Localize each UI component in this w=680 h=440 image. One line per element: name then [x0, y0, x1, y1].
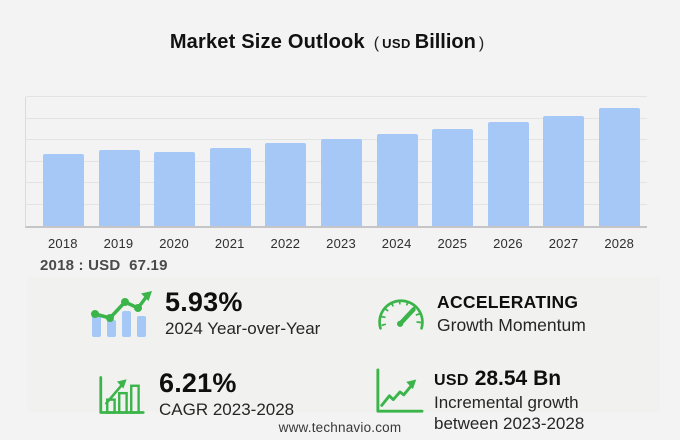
bar-column-2020	[147, 97, 203, 226]
bar-column-2027	[536, 97, 592, 226]
stat-cagr: 6.21% CAGR 2023-2028	[98, 369, 294, 421]
bar-2019	[98, 150, 140, 226]
x-label-2026: 2026	[493, 236, 523, 251]
momentum-value: ACCELERATING	[437, 292, 579, 312]
bar-column-2021	[203, 97, 259, 226]
gauge-icon	[378, 299, 424, 330]
chart-title: Market Size Outlook (USD Billion)	[0, 31, 654, 54]
stat-momentum: ACCELERATING Growth Momentum	[376, 292, 586, 336]
x-label-2021: 2021	[214, 236, 245, 251]
bar-column-2022	[258, 97, 314, 226]
incremental-label-line2: between 2023-2028	[434, 414, 585, 434]
bars	[36, 97, 647, 226]
bar-column-2024	[369, 97, 425, 226]
bar-2024	[376, 133, 418, 226]
bar-column-2025	[425, 97, 481, 226]
bar-2027	[543, 115, 585, 226]
bar-2025	[432, 128, 474, 226]
x-label-2022: 2022	[270, 236, 301, 251]
stat-yoy: 5.93% 2024 Year-over-Year	[90, 288, 320, 340]
cagr-label: CAGR 2023-2028	[159, 400, 295, 420]
bar-2023	[321, 138, 362, 226]
bar-chart-arrow-icon	[99, 375, 145, 414]
x-label-2024: 2024	[381, 236, 412, 251]
stat-incremental: USD 28.54 Bn Incremental growth between …	[374, 367, 584, 435]
bar-2026	[487, 122, 529, 226]
x-label-2025: 2025	[437, 236, 468, 251]
x-label-2028: 2028	[604, 236, 635, 251]
bar-2021	[209, 148, 251, 226]
paren-open: (	[373, 35, 380, 52]
x-label-2020: 2020	[159, 236, 189, 251]
bar-2020	[154, 151, 196, 226]
paren-close: )	[478, 35, 485, 52]
growth-bars-trend-icon	[91, 290, 152, 337]
bar-column-2023	[314, 97, 370, 226]
bar-column-2019	[92, 97, 148, 226]
yoy-label: 2024 Year-over-Year	[165, 319, 321, 339]
incremental-currency: USD	[434, 372, 469, 389]
gridline-120	[26, 96, 647, 97]
x-label-2018: 2018	[47, 236, 78, 251]
incremental-value: 28.54 Bn	[474, 367, 562, 390]
footer-url: www.technavio.com	[278, 420, 402, 435]
bar-2018	[43, 153, 85, 226]
bar-column-2026	[480, 97, 536, 226]
bar-2028	[598, 108, 640, 226]
stats-panel	[27, 277, 660, 412]
incremental-label-line1: Incremental growth	[434, 393, 579, 413]
x-label-2023: 2023	[326, 236, 356, 251]
chart-title-main: Market Size Outlook	[169, 31, 365, 53]
momentum-label: Growth Momentum	[437, 315, 586, 335]
x-label-2027: 2027	[548, 236, 579, 251]
bar-chart-plot	[25, 96, 647, 228]
x-label-2019: 2019	[103, 236, 134, 251]
base-year-note: 2018 : USD 67.19	[40, 257, 168, 274]
line-chart-arrow-icon	[376, 368, 424, 413]
bar-2022	[265, 143, 307, 226]
bar-column-2028	[591, 97, 647, 226]
cagr-value: 6.21%	[159, 368, 237, 398]
bar-column-2018	[36, 97, 92, 226]
currency-label: USD	[382, 36, 411, 51]
gridline-100	[26, 117, 647, 119]
x-labels: 2018 2019 2020 2021 2022 2023 2024 2025 2026 2027…	[35, 236, 647, 251]
unit-label: Billion	[414, 31, 476, 53]
footer: www.technavio.com	[0, 420, 680, 435]
yoy-value: 5.93%	[165, 287, 243, 317]
